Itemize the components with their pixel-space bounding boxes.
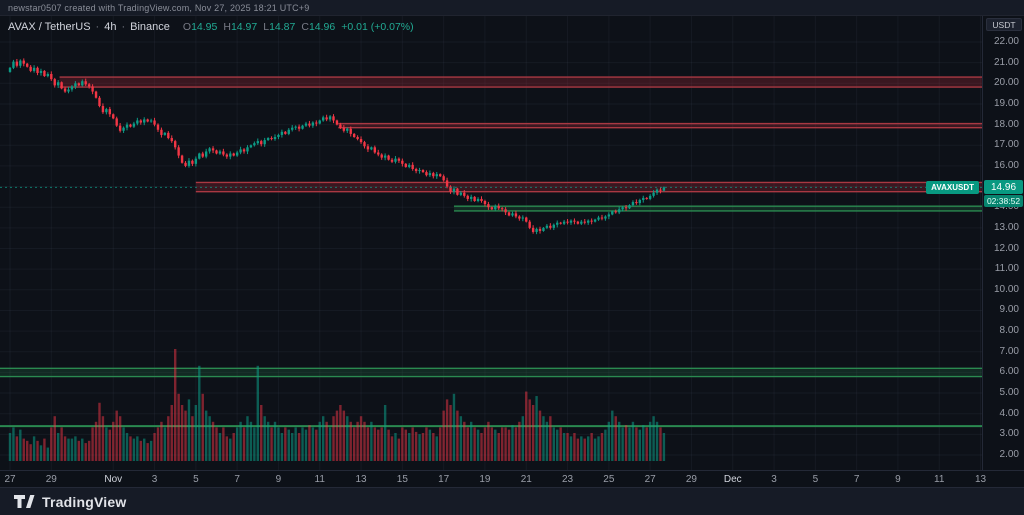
time-tick: 13 <box>355 474 367 485</box>
price-tick: 16.00 <box>993 159 1019 171</box>
price-tick: 8.00 <box>999 325 1019 337</box>
price-tick: 13.00 <box>993 221 1019 233</box>
legend-separator: · <box>121 21 126 33</box>
time-tick: 15 <box>396 474 408 485</box>
price-line-symbol-tag: AVAXUSDT <box>926 180 979 194</box>
time-tick: 3 <box>771 474 777 485</box>
price-tick: 17.00 <box>993 139 1019 151</box>
symbol-title[interactable]: AVAX / TetherUS <box>8 21 91 33</box>
interval-label[interactable]: 4h <box>104 21 117 33</box>
time-tick: 17 <box>438 474 450 485</box>
chart-legend: AVAX / TetherUS · 4h · Binance O14.95 H1… <box>8 21 414 33</box>
time-tick: 27 <box>4 474 16 485</box>
time-tick: 3 <box>151 474 158 485</box>
price-tick: 11.00 <box>994 263 1019 275</box>
top-credit-bar: newstar0507 created with TradingView.com… <box>0 0 1024 16</box>
exchange-label[interactable]: Binance <box>130 21 170 33</box>
high-value: 14.97 <box>230 21 258 33</box>
time-tick: 9 <box>895 474 901 485</box>
last-price-label: 14.96 <box>984 180 1023 195</box>
footer-bar: TradingView <box>0 487 1024 515</box>
price-tick: 9.00 <box>999 304 1019 316</box>
price-tick: 19.00 <box>993 97 1019 109</box>
high-label: H <box>223 21 231 33</box>
open-label: O <box>182 21 192 33</box>
price-tick: 3.00 <box>999 428 1019 440</box>
price-tick: 10.00 <box>993 283 1019 295</box>
time-tick: 29 <box>45 474 57 485</box>
price-tick: 22.00 <box>993 36 1019 47</box>
time-tick: 27 <box>644 474 656 485</box>
price-tick: 20.00 <box>993 77 1019 89</box>
time-tick: 11 <box>314 474 325 485</box>
time-tick: 25 <box>603 474 615 485</box>
currency-toggle-button[interactable]: USDT <box>986 18 1022 31</box>
tradingview-brand-text[interactable]: TradingView <box>42 493 127 510</box>
time-tick: Nov <box>104 474 123 485</box>
price-tick: 18.00 <box>993 118 1019 130</box>
time-tick: 21 <box>520 474 532 485</box>
time-tick: 7 <box>853 474 860 485</box>
price-tick: 7.00 <box>999 345 1019 357</box>
ohlc-readout: O14.95 H14.97 L14.87 C14.96 +0.01 (+0.07… <box>183 21 414 33</box>
price-chart-canvas[interactable] <box>0 16 982 470</box>
change-value: +0.01 (+0.07%) <box>341 21 414 33</box>
time-axis[interactable]: 27 29 Nov 3 5 7 9 11 13 15 17 19 21 23 25 27 29 Dec 3 5 7 9 11… <box>0 470 1024 487</box>
time-tick: 13 <box>974 474 987 485</box>
price-tick: 21.00 <box>993 56 1019 68</box>
bar-countdown-label: 02:38:52 <box>984 195 1023 208</box>
time-tick: Dec <box>723 474 742 485</box>
time-tick: 29 <box>685 474 697 485</box>
time-tick: 11 <box>934 474 945 485</box>
close-value: 14.96 <box>308 21 336 33</box>
price-tick: 12.00 <box>993 242 1019 254</box>
time-tick: 19 <box>479 474 491 485</box>
chart-row: AVAX / TetherUS · 4h · Binance O14.95 H1… <box>0 16 1024 470</box>
low-value: 14.87 <box>269 21 296 33</box>
open-value: 14.95 <box>191 21 218 33</box>
low-label: L <box>263 21 270 33</box>
price-axis[interactable]: USDT 14.96 02:38:52 22.00 21.00 20.00 19.00… <box>982 16 1024 470</box>
time-tick: 7 <box>234 474 240 485</box>
price-tick: 4.00 <box>999 407 1019 419</box>
chart-pane: AVAX / TetherUS · 4h · Binance O14.95 H1… <box>0 16 982 470</box>
tradingview-logo-icon[interactable] <box>14 494 35 509</box>
time-tick: 5 <box>193 474 199 485</box>
credit-text: newstar0507 created with TradingView.com… <box>8 2 310 13</box>
price-tick: 5.00 <box>999 387 1019 399</box>
close-label: C <box>301 21 309 33</box>
time-tick: 5 <box>812 474 819 485</box>
legend-separator: · <box>95 21 100 33</box>
time-tick: 23 <box>561 474 574 485</box>
price-tick: 2.00 <box>999 449 1019 460</box>
time-tick: 9 <box>275 474 282 485</box>
price-tick: 6.00 <box>999 366 1019 378</box>
